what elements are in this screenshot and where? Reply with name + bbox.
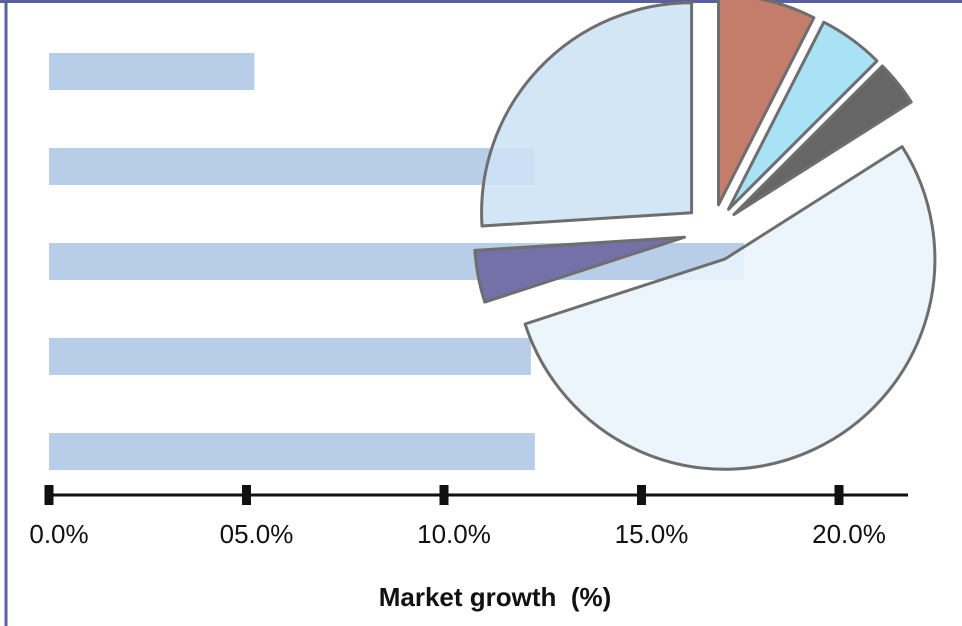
- pie-slice-4: [523, 145, 937, 471]
- x-tick-label-4: 15.0%: [615, 519, 689, 549]
- x-tick-mark-3: [439, 485, 449, 505]
- pie-slice-5: [473, 235, 686, 304]
- x-tick-mark-2: [242, 485, 251, 505]
- bar-2: [49, 148, 535, 185]
- x-tick-labels: 0.0% 05.0% 10.0% 15.0% 20.0%: [29, 519, 886, 549]
- pie-slice-2: [727, 20, 879, 211]
- x-axis: [44, 485, 908, 505]
- x-tick-mark-5: [834, 485, 844, 505]
- pie-slice-3: [732, 64, 913, 216]
- x-tick-mark-4: [637, 485, 646, 505]
- x-tick-label-2: 05.0%: [220, 519, 294, 549]
- x-tick-label-5: 20.0%: [812, 519, 886, 549]
- x-tick-mark-1: [44, 485, 54, 505]
- x-tick-label-3: 10.0%: [417, 519, 491, 549]
- pie-chart: [473, 0, 937, 471]
- pie-slice-1: [717, 0, 816, 207]
- x-tick-label-1: 0.0%: [29, 519, 88, 549]
- x-axis-title: Market growth (%): [379, 582, 612, 612]
- bar-1: [49, 53, 255, 90]
- bar-5: [49, 433, 535, 470]
- pie-slice-6: [480, 1, 694, 228]
- bar-4: [49, 338, 531, 375]
